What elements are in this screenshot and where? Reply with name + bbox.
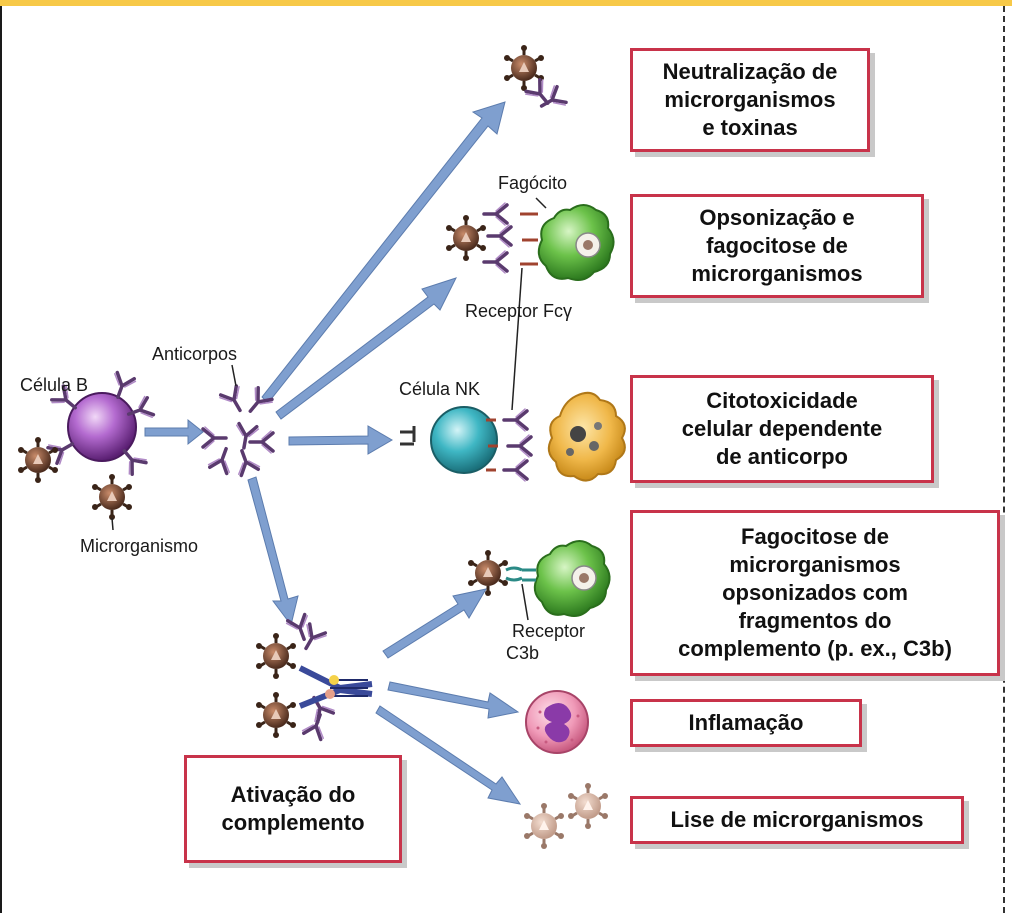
neutralized-microbe bbox=[502, 43, 546, 93]
arrow-b-cell-to-antibodies bbox=[144, 418, 204, 446]
adcc-line2: celular dependente bbox=[681, 416, 883, 441]
nk-cell-label: Célula NK bbox=[399, 379, 481, 399]
complement-phagocytosis-line2: microrganismos bbox=[729, 552, 901, 577]
right-dashed-border bbox=[1003, 6, 1005, 913]
opsonization-line1: Opsonização e bbox=[699, 205, 855, 230]
b-cell-label: Célula B bbox=[20, 375, 89, 395]
lysed-microbe-2 bbox=[566, 781, 610, 831]
left-border bbox=[0, 6, 2, 913]
free-antibodies bbox=[201, 383, 276, 478]
inflammation-line1: Inflamação bbox=[688, 710, 804, 735]
complement-activation-box: Ativação do complemento bbox=[184, 755, 402, 863]
fc-receptor-label: Receptor Fcγ bbox=[465, 301, 573, 321]
complement-phagocytosis-line3: opsonizados com bbox=[722, 580, 908, 605]
opsonization-box: Opsonização e fagocitose de microrganism… bbox=[630, 194, 924, 298]
top-accent-bar bbox=[0, 0, 1012, 6]
nk-cell bbox=[400, 406, 533, 483]
arrow-to-opsonization bbox=[275, 277, 457, 420]
complement-cluster bbox=[254, 612, 373, 742]
lysis-line1: Lise de microrganismos bbox=[670, 807, 924, 832]
complement-phagocytosis-line4: fragmentos do bbox=[738, 608, 892, 633]
microbe-1 bbox=[16, 435, 60, 485]
phagocyte-c3b bbox=[533, 540, 611, 617]
phagocyte-opsonization bbox=[537, 204, 615, 281]
arrow-to-inflammation bbox=[387, 681, 520, 719]
arrows bbox=[144, 101, 522, 805]
neutralization-line1: Neutralização de bbox=[662, 59, 838, 84]
antibodies-label: Anticorpos bbox=[152, 344, 238, 364]
complement-phagocytosis-line1: Fagocitose de bbox=[741, 524, 889, 549]
arrow-to-c3b-phagocytosis bbox=[382, 588, 488, 659]
arrow-to-complement bbox=[247, 476, 299, 627]
opsonization-line3: microrganismos bbox=[691, 261, 863, 286]
phagocyte-label: Fagócito bbox=[498, 173, 568, 193]
neutralization-line3: e toxinas bbox=[702, 115, 798, 140]
neutralization-line2: microrganismos bbox=[664, 87, 836, 112]
inflammation-box: Inflamação bbox=[630, 699, 862, 747]
microorganism-label: Microrganismo bbox=[80, 536, 199, 556]
arrow-to-lysis bbox=[375, 705, 522, 805]
microbe-2 bbox=[90, 472, 134, 522]
c3b-opsonized-microbe bbox=[466, 548, 510, 598]
complement-phagocytosis-box: Fagocitose de microrganismos opsonizados… bbox=[630, 510, 1000, 676]
complement-activation-line2: complemento bbox=[221, 810, 365, 835]
complement-phagocytosis-line5: complemento (p. ex., C3b) bbox=[678, 636, 952, 661]
arrow-to-neutralization bbox=[261, 101, 506, 404]
inflammatory-cell bbox=[525, 690, 589, 754]
b-cell bbox=[45, 370, 156, 478]
adcc-box: Citotoxicidade celular dependente de ant… bbox=[630, 375, 934, 483]
opsonized-microbe bbox=[444, 213, 488, 263]
c3b-receptor-label-line1: Receptor bbox=[512, 621, 586, 641]
neutralization-box: Neutralização de microrganismos e toxina… bbox=[630, 48, 870, 152]
lysis-box: Lise de microrganismos bbox=[630, 796, 964, 844]
adcc-line1: Citotoxicidade bbox=[706, 388, 858, 413]
adcc-line3: de anticorpo bbox=[715, 444, 848, 469]
opsonization-line2: fagocitose de bbox=[706, 233, 848, 258]
lysed-microbe-1 bbox=[522, 801, 566, 851]
infected-target-cell bbox=[547, 391, 626, 482]
c3b-receptor-label-line2: C3b bbox=[506, 643, 540, 663]
complement-activation-line1: Ativação do bbox=[230, 782, 356, 807]
arrow-to-adcc bbox=[288, 425, 393, 455]
